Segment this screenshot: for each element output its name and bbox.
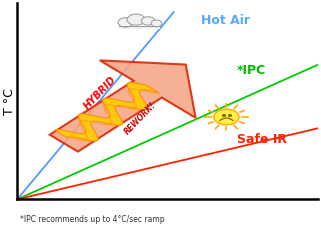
- Circle shape: [118, 18, 133, 27]
- Circle shape: [141, 17, 155, 25]
- Circle shape: [127, 14, 145, 25]
- Circle shape: [214, 109, 239, 125]
- Text: REWORK!: REWORK!: [123, 100, 158, 136]
- Text: HYBRID: HYBRID: [82, 74, 118, 111]
- Text: Hot Air: Hot Air: [201, 14, 250, 27]
- Polygon shape: [55, 82, 159, 141]
- Polygon shape: [50, 60, 195, 152]
- Polygon shape: [65, 88, 160, 141]
- Circle shape: [151, 20, 162, 27]
- Polygon shape: [119, 26, 160, 29]
- Y-axis label: T °C: T °C: [3, 88, 16, 115]
- Text: Safe IR: Safe IR: [237, 133, 287, 146]
- Text: *IPC recommends up to 4°C/sec ramp: *IPC recommends up to 4°C/sec ramp: [20, 215, 165, 224]
- Text: *IPC: *IPC: [237, 64, 266, 77]
